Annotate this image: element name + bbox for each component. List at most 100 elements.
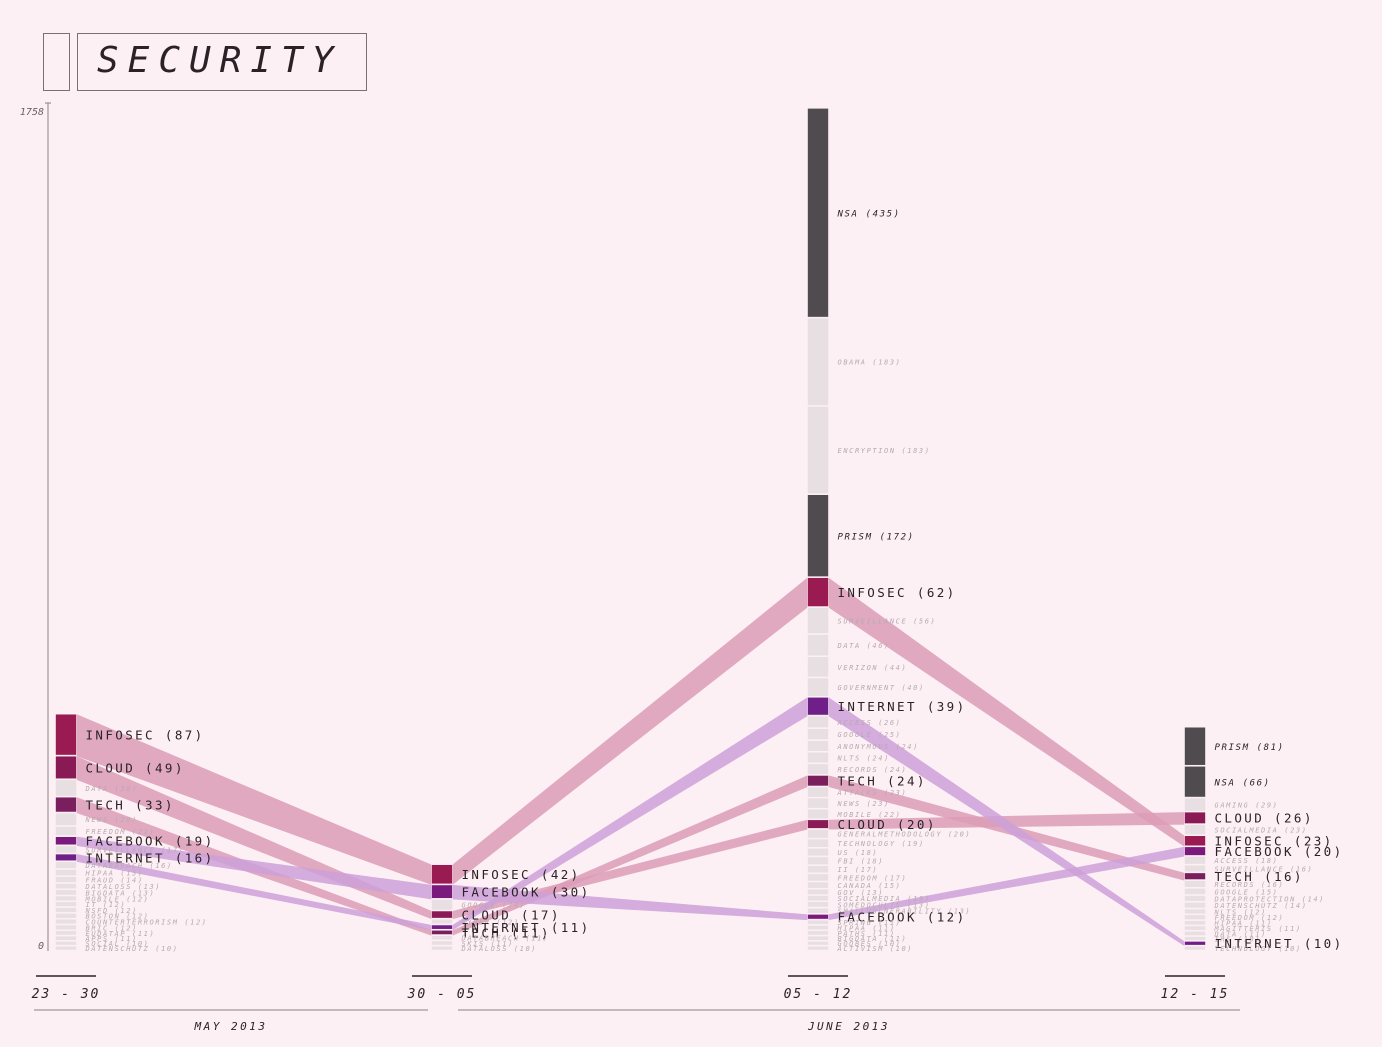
bar-segment-dataloss: [431, 945, 453, 951]
segment-label-fraud: FRAUD (14): [86, 877, 144, 885]
bar-segment-freedom: [55, 826, 77, 836]
segment-label-hipaa: HIPAA (11): [1214, 920, 1273, 928]
bar-segment-surveillance: [807, 607, 829, 634]
segment-label-surveillance: SURVEILLANCE (56): [838, 618, 937, 626]
segment-label-mobile: MOBILE (12): [85, 895, 150, 903]
bar-segment-it: [55, 901, 77, 907]
segment-label-prism: PRISM (172): [838, 532, 915, 542]
segment-label-us: US (18): [838, 849, 879, 857]
bar-segment-socialmedia: [807, 895, 829, 902]
bar-segment-prism: [1184, 726, 1206, 766]
bar-segment-gaming: [1184, 797, 1206, 812]
segment-label-access: ACCESS (26): [837, 719, 902, 727]
segment-label-cloud: CLOUD (49): [86, 760, 185, 775]
bar-segment-facebook: [1184, 846, 1206, 856]
segment-label-gov: GOV (13): [838, 889, 885, 897]
bar-segment-access: [807, 715, 829, 728]
title-square: [43, 33, 70, 91]
segment-label-facebook: FACEBOOK (19): [86, 834, 215, 849]
period-label: 23 - 30: [32, 987, 101, 1002]
bar-segment-gov: [807, 888, 829, 895]
bar-segment-data: [1184, 930, 1206, 936]
segment-label-internet: INTERNET (11): [462, 920, 591, 935]
segment-label-bigdata: BIGDATA (13): [86, 889, 156, 897]
bar-segment-goobes: [807, 941, 829, 946]
segment-label-nlts: NLTS (12): [1214, 908, 1267, 916]
bar-segment-attacks: [807, 786, 829, 798]
bars: [55, 108, 1206, 951]
segment-label-records: RECORDS (16): [1215, 881, 1285, 889]
segment-label-dataprotection: DATAPROTECTION (14): [1214, 895, 1325, 903]
bar-segment-nsa: [1184, 765, 1206, 798]
flow-infosec: [76, 714, 432, 885]
period-label: 30 - 05: [407, 987, 477, 1002]
month-label: JUNE 2013: [807, 1020, 890, 1033]
segment-label-surveillance: SURVEILLANCE (17): [86, 846, 185, 854]
bar-segment-data: [807, 634, 829, 657]
bar-segment-fbi: [807, 856, 829, 865]
bar-segment-records: [1184, 880, 1206, 888]
labels: INFOSEC (87) CLOUD (49) DATA (36) TECH (33)…: [85, 209, 1344, 953]
segment-label-activism: ACTIVISM (10): [837, 945, 914, 953]
bar-segment-facebook: [55, 836, 77, 846]
segment-label-anonymous: ANONYMOUS (24): [837, 743, 919, 751]
segment-label-cloud: CLOUD (20): [838, 817, 937, 832]
bar-segment-government: [807, 677, 829, 697]
bar-segment-social: [55, 941, 77, 946]
segment-label-databreach: DATABREACH (16): [85, 862, 173, 870]
bar-segment-somedocults: [807, 901, 829, 908]
segment-label-prism: PRISM (81): [1215, 743, 1285, 753]
bar-segment-google: [431, 899, 453, 911]
bar-segment-boston: [55, 913, 77, 919]
segment-label-facebook: FACEBOOK (12): [838, 910, 967, 925]
segment-label-technology: TECHNOLOGY (19): [838, 840, 925, 848]
segment-label-google: GOOGLE (15): [1215, 888, 1279, 896]
bar-segment-datenschutz: [1184, 901, 1206, 909]
segment-label-canada: CANADA (15): [838, 882, 902, 890]
segment-label-infosec: INFOSEC (23): [1215, 834, 1334, 849]
segment-label-tech: TECH (16): [1215, 869, 1304, 884]
segment-label-mobile: MOBILE (22): [837, 811, 902, 819]
bar-segment-spring: [807, 919, 829, 925]
segment-label-socialmedia: SOCIALMEDIA (13): [838, 895, 931, 903]
segment-label-news: NEWS (28): [85, 816, 138, 824]
segment-label-cloud: CLOUD (17): [462, 907, 561, 922]
bar-segment-technology: [807, 838, 829, 848]
segment-label-data: DATA (46): [837, 642, 890, 650]
bar-segment-paths: [807, 930, 829, 936]
bar-segment-hipaa: [55, 869, 77, 877]
segment-label-internet: INTERNET (16): [86, 850, 215, 865]
segment-label-nsa: NSA (66): [1214, 778, 1271, 788]
period-label: 12 - 15: [1161, 987, 1230, 1002]
bar-segment-activism: [807, 945, 829, 951]
segment-label-internet: INTERNET (39): [838, 699, 967, 714]
bar-segment-news: [807, 797, 829, 809]
flow-facebook: [452, 884, 808, 921]
bar-segment-dataloss: [55, 883, 77, 890]
flow-infosec: [828, 577, 1185, 847]
bar-segment-infosec: [431, 864, 453, 885]
segment-label-infosec: INFOSEC (62): [838, 585, 957, 600]
segment-label-internet: INTERNET (10): [1215, 936, 1344, 951]
bar-segment-tech: [431, 929, 453, 935]
bar-segment-tech: [1184, 872, 1206, 880]
segment-label-facebook: FACEBOOK (30): [462, 885, 591, 900]
bar-segment-tech: [807, 775, 829, 787]
segment-label-hipaa: HIPAA (11): [837, 925, 896, 933]
bar-segment-counterterrorism: [55, 918, 77, 925]
bar-segment-mobile: [55, 895, 77, 902]
bar-segment-us: [807, 847, 829, 857]
segment-label-cyber: CYBER (12): [462, 919, 520, 927]
bar-segment-ii: [807, 865, 829, 874]
segment-label-obama: OBAMA (183): [838, 359, 902, 367]
segment-label-surveillance: SURVEILLANCE (16): [1215, 865, 1314, 873]
bar-segment-nlts: [1184, 908, 1206, 915]
segment-label-bric: BRIC (12): [86, 924, 138, 932]
bar-segment-canada: [807, 881, 829, 889]
segment-label-spring: SPRING (11): [838, 919, 902, 927]
segment-label-apps: APPS (11): [85, 935, 138, 943]
segment-label-datenschutz: DATENSCHUTZ (10): [85, 945, 179, 953]
segment-label-infosec: INFOSEC (42): [462, 867, 581, 882]
bar-segment-freedom: [1184, 914, 1206, 920]
